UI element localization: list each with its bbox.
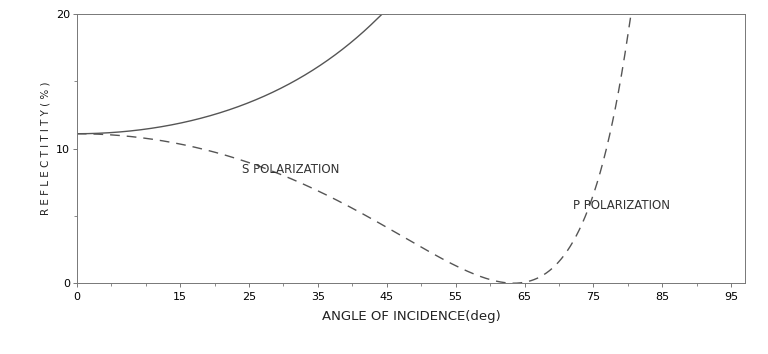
X-axis label: ANGLE OF INCIDENCE(deg): ANGLE OF INCIDENCE(deg) [322, 310, 500, 323]
Text: P POLARIZATION: P POLARIZATION [573, 199, 670, 212]
Text: S POLARIZATION: S POLARIZATION [242, 163, 339, 176]
Y-axis label: R E F L E C T I T I T Y ( % ): R E F L E C T I T I T Y ( % ) [40, 82, 50, 216]
